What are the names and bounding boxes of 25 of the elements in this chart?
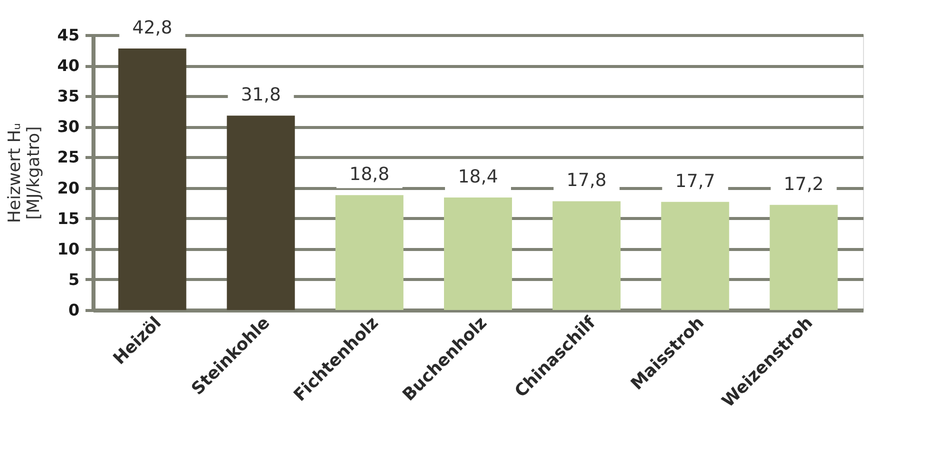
y-tick-label: 35 [57,86,80,106]
y-tick-label: 0 [68,300,80,320]
bar [444,198,512,310]
bar [661,202,730,310]
data-label: 17,2 [784,174,824,195]
y-tick-label: 5 [68,270,80,289]
bar [118,48,186,310]
data-label: 17,8 [566,170,607,192]
data-label: 17,7 [675,170,716,192]
data-label: 31,8 [240,84,281,106]
y-tick-label: 30 [57,117,80,136]
data-label: 42,8 [132,17,172,38]
bar [335,195,404,310]
data-label: 18,8 [349,164,390,186]
y-tick-label: 40 [57,56,80,76]
bar [770,204,838,310]
bar [226,116,295,310]
y-tick-label: 10 [57,239,80,258]
bar [552,201,621,310]
y-axis-title: Heizwert Hᵤ [MJ/kgatro] [5,123,44,223]
y-tick-label: 15 [57,208,80,228]
y-tick-label: 45 [57,26,80,44]
y-tick-label: 25 [57,148,80,167]
data-label: 18,4 [458,166,498,188]
y-tick-label: 20 [57,178,80,198]
